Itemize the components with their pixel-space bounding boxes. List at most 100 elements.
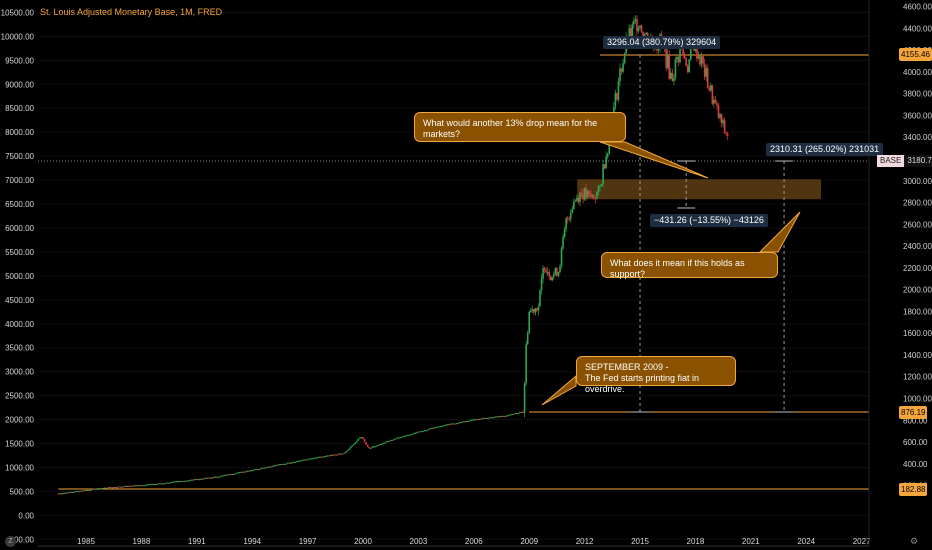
candle bbox=[305, 459, 307, 461]
candle bbox=[348, 448, 350, 450]
candle bbox=[493, 417, 495, 419]
candle bbox=[545, 270, 547, 273]
candle bbox=[623, 53, 626, 64]
candle bbox=[349, 446, 352, 449]
candle bbox=[589, 193, 592, 197]
candle bbox=[457, 422, 460, 424]
left-tick-label: 6000.00 bbox=[5, 224, 34, 233]
candle bbox=[172, 481, 175, 483]
left-tick-label: 6500.00 bbox=[5, 200, 34, 209]
candle bbox=[214, 476, 217, 478]
candle bbox=[479, 418, 481, 420]
candle bbox=[206, 477, 209, 479]
candle bbox=[405, 435, 407, 437]
candle bbox=[586, 191, 589, 198]
candle bbox=[300, 460, 303, 462]
candle bbox=[146, 484, 149, 486]
candle bbox=[571, 209, 574, 214]
candle bbox=[120, 486, 123, 488]
candle bbox=[108, 486, 110, 488]
candle bbox=[309, 458, 312, 460]
callout-leader-drop bbox=[599, 141, 709, 179]
x-tick-label: 2021 bbox=[742, 537, 760, 546]
candle bbox=[240, 471, 243, 473]
candle bbox=[634, 18, 637, 21]
candle bbox=[285, 463, 287, 465]
candle bbox=[582, 193, 584, 200]
candle bbox=[534, 308, 537, 313]
right-tick-label: 2800.00 bbox=[903, 199, 932, 208]
settings-icon[interactable]: ⚙ bbox=[910, 536, 919, 546]
left-tick-label: 8500.00 bbox=[5, 104, 34, 113]
candle bbox=[265, 467, 267, 469]
measurement-label-rise: 3296.04 (380.79%) 329604 bbox=[603, 36, 721, 49]
candle bbox=[88, 489, 90, 491]
candle bbox=[562, 237, 564, 249]
candle bbox=[232, 473, 235, 475]
candle bbox=[406, 434, 409, 436]
candle bbox=[59, 493, 61, 495]
candle bbox=[656, 47, 658, 51]
candle bbox=[548, 272, 551, 277]
candle bbox=[509, 414, 512, 416]
candle bbox=[640, 25, 643, 33]
candle bbox=[342, 453, 344, 455]
candle bbox=[251, 470, 254, 472]
candle bbox=[708, 88, 711, 91]
candle bbox=[334, 454, 337, 456]
candle bbox=[245, 471, 247, 473]
candle bbox=[168, 482, 170, 484]
x-tick-label: 2024 bbox=[797, 537, 815, 546]
right-tick-label: 2600.00 bbox=[903, 220, 932, 229]
candle bbox=[60, 493, 63, 495]
candle bbox=[220, 475, 223, 477]
candle bbox=[296, 461, 298, 463]
x-tick-label: 2012 bbox=[576, 537, 594, 546]
candle bbox=[72, 491, 75, 493]
candle bbox=[456, 423, 458, 425]
candle bbox=[103, 487, 106, 489]
candle bbox=[454, 423, 457, 425]
candle bbox=[542, 268, 544, 279]
candle bbox=[283, 463, 286, 465]
candle bbox=[437, 426, 440, 428]
left-tick-label: -500.00 bbox=[7, 535, 35, 544]
right-tick-label: 3600.00 bbox=[903, 111, 932, 120]
left-axis: 10500.00 10000.00 9500.00 9000.00 8500.00 800… bbox=[1, 8, 35, 544]
candle bbox=[519, 411, 521, 414]
candle bbox=[497, 416, 500, 418]
series-name: BASE bbox=[877, 155, 905, 167]
candle bbox=[576, 197, 578, 201]
level-tag-2009: 876.19 bbox=[899, 406, 928, 419]
candle bbox=[137, 485, 140, 487]
candle bbox=[568, 218, 571, 220]
candle bbox=[539, 290, 541, 307]
candle bbox=[636, 18, 638, 32]
candle bbox=[594, 197, 597, 199]
right-tick-label: 4600.00 bbox=[903, 3, 932, 12]
candle bbox=[312, 457, 315, 459]
candle bbox=[489, 417, 492, 419]
candle bbox=[671, 72, 674, 82]
candle bbox=[139, 485, 141, 487]
candle bbox=[716, 102, 718, 106]
candle bbox=[546, 272, 549, 274]
logo-letter: Z bbox=[8, 538, 13, 545]
candle bbox=[391, 439, 394, 441]
candle bbox=[148, 484, 150, 486]
candle bbox=[396, 437, 398, 439]
candle bbox=[403, 435, 406, 437]
candle bbox=[182, 481, 184, 483]
chart-title: St. Louis Adjusted Monetary Base, 1M, FR… bbox=[40, 7, 223, 17]
candle bbox=[374, 446, 377, 448]
candle bbox=[289, 462, 292, 464]
candle bbox=[356, 440, 358, 443]
candle bbox=[256, 468, 258, 470]
candle bbox=[696, 40, 698, 59]
candle bbox=[685, 57, 687, 67]
candle bbox=[291, 462, 294, 464]
candle bbox=[377, 444, 380, 446]
candle bbox=[115, 487, 118, 489]
candle bbox=[303, 459, 306, 461]
candle bbox=[445, 424, 447, 426]
